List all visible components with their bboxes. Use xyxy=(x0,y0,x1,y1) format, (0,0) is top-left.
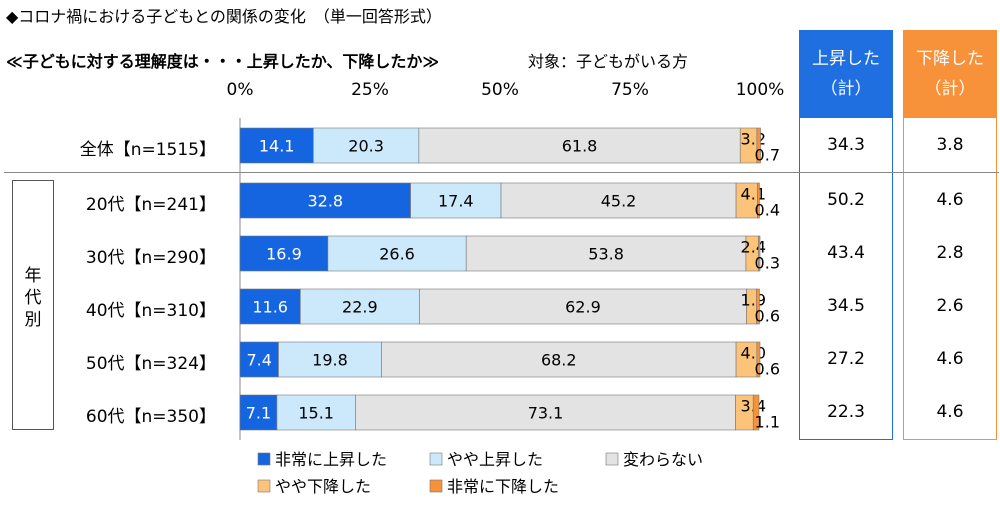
data-label: 53.8 xyxy=(588,245,624,264)
legend-swatch xyxy=(257,479,271,493)
header-down-line1: 下降した xyxy=(916,49,984,69)
data-label: 0.7 xyxy=(755,146,780,165)
legend-label: やや上昇した xyxy=(447,450,543,469)
legend-swatch xyxy=(257,452,271,466)
x-tick-label: 0% xyxy=(226,80,254,100)
header-up-line1: 上昇した xyxy=(812,49,880,69)
data-label: 11.6 xyxy=(252,298,288,317)
bar-segment xyxy=(757,182,760,219)
x-tick-label: 75% xyxy=(611,80,649,100)
category-label: 全体【n=1515】 xyxy=(79,139,216,160)
data-label: 17.4 xyxy=(438,192,474,211)
data-label: 0.4 xyxy=(755,201,780,220)
bar-segment xyxy=(239,182,411,219)
category-label: 20代【n=241】 xyxy=(85,194,216,215)
data-label: 1.1 xyxy=(755,413,780,432)
category-label: 60代【n=350】 xyxy=(85,406,216,427)
header-down-line2: （計） xyxy=(924,79,976,99)
category-label: 40代【n=310】 xyxy=(85,300,216,321)
legend-label: 非常に下降した xyxy=(447,477,559,496)
up-total-value: 34.5 xyxy=(827,295,865,316)
data-label: 7.4 xyxy=(247,351,272,370)
data-label: 22.9 xyxy=(342,298,378,317)
age-group-box xyxy=(12,180,54,430)
data-label: 62.9 xyxy=(565,298,601,317)
x-tick-label: 100% xyxy=(735,80,785,100)
header-up-total: 上昇した （計） xyxy=(799,30,893,118)
bar-segment xyxy=(239,235,329,272)
data-label: 0.6 xyxy=(755,360,780,379)
down-total-value: 4.6 xyxy=(936,189,964,210)
data-label: 0.3 xyxy=(755,254,780,273)
legend-label: やや下降した xyxy=(275,477,371,496)
down-total-value: 2.6 xyxy=(936,295,964,316)
bar-segment xyxy=(758,235,761,272)
up-total-value: 50.2 xyxy=(827,189,865,210)
x-tick-label: 50% xyxy=(481,80,519,100)
bar-segment xyxy=(752,394,760,431)
bar-segment xyxy=(327,235,467,272)
x-tick-label: 25% xyxy=(351,80,389,100)
bar-segment xyxy=(313,127,420,164)
legend-label: 非常に上昇した xyxy=(275,450,387,469)
data-label: 19.8 xyxy=(312,351,348,370)
chart-title: ◆コロナ禍における子どもとの関係の変化 （単一回答形式） xyxy=(6,7,442,26)
bar-segment xyxy=(239,127,314,164)
chart-subtitle: ≪子どもに対する理解度は・・・上昇したか、下降したか≫ xyxy=(6,52,440,71)
down-total-value: 4.6 xyxy=(936,348,964,369)
legend-swatch xyxy=(429,452,443,466)
data-label: 32.8 xyxy=(307,192,343,211)
header-up-line2: （計） xyxy=(820,79,872,99)
category-label: 30代【n=290】 xyxy=(85,247,216,268)
header-down-total: 下降した （計） xyxy=(903,30,997,118)
bar-segment xyxy=(756,341,761,378)
age-group-label: 年代別 xyxy=(24,266,42,330)
data-label: 61.8 xyxy=(562,137,598,156)
bar-segment xyxy=(381,341,737,378)
bar-segment xyxy=(756,288,760,325)
data-label: 73.1 xyxy=(528,404,564,423)
data-label: 15.1 xyxy=(298,404,334,423)
data-label: 45.2 xyxy=(601,192,637,211)
up-total-value: 27.2 xyxy=(827,348,865,369)
bar-segment xyxy=(239,341,279,378)
bar-segment xyxy=(500,182,737,219)
legend-label: 変わらない xyxy=(623,450,703,469)
separator-line xyxy=(4,172,999,173)
bar-segment xyxy=(239,288,301,325)
down-total-value: 3.8 xyxy=(936,134,964,155)
legend-swatch xyxy=(605,452,619,466)
up-total-value: 43.4 xyxy=(827,242,865,263)
data-label: 14.1 xyxy=(259,137,295,156)
bar-segment xyxy=(276,394,356,431)
data-label: 26.6 xyxy=(379,245,415,264)
data-label: 20.3 xyxy=(348,137,384,156)
bar-segment xyxy=(756,127,761,164)
bar-segment xyxy=(419,288,747,325)
bar-segment xyxy=(410,182,502,219)
data-label: 68.2 xyxy=(541,351,577,370)
bar-segment xyxy=(418,127,741,164)
down-total-value: 4.6 xyxy=(936,401,964,422)
up-total-value: 22.3 xyxy=(827,401,865,422)
data-label: 7.1 xyxy=(246,404,271,423)
up-total-column xyxy=(799,118,893,440)
bar-segment xyxy=(355,394,736,431)
up-total-value: 34.3 xyxy=(827,134,865,155)
down-total-value: 2.8 xyxy=(936,242,964,263)
category-label: 50代【n=324】 xyxy=(85,353,216,374)
data-label: 16.9 xyxy=(266,245,302,264)
data-label: 0.6 xyxy=(755,307,780,326)
bar-segment xyxy=(465,235,747,272)
down-total-column xyxy=(903,118,997,440)
subject-note: 対象：子どもがいる方 xyxy=(528,52,689,71)
legend-swatch xyxy=(429,479,443,493)
